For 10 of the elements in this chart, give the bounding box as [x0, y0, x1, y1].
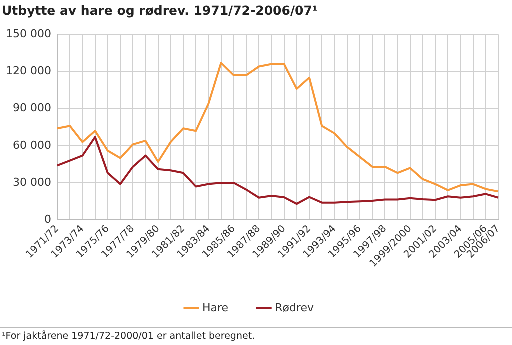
text: ¹For jaktårene 1971/72-2000/01 er antallet beregnet. [2, 331, 256, 342]
y-tick-label: 120 000 [6, 64, 52, 78]
legend-label: Hare [202, 301, 229, 314]
legend-label: Rødrev [275, 301, 314, 314]
chart-title: Utbytte av hare og rødrev. 1971/72-2006/07¹ [2, 3, 318, 18]
y-tick-label: 30 000 [12, 176, 52, 189]
y-tick-label: 90 000 [12, 102, 52, 115]
y-tick-label: 0 [44, 213, 52, 226]
y-tick-label: 150 000 [6, 27, 52, 40]
y-tick-label: 60 000 [12, 138, 52, 152]
